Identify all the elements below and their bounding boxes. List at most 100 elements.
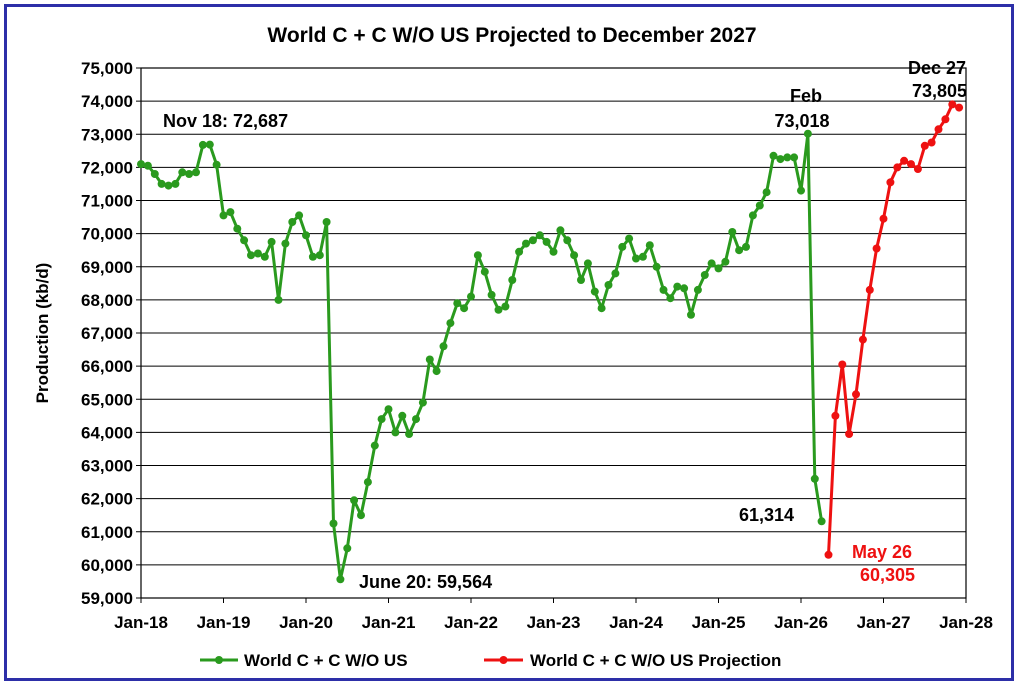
series-1-point xyxy=(535,231,544,240)
series-1-point xyxy=(253,249,262,258)
series-2-point xyxy=(824,550,833,559)
series-2-point xyxy=(845,430,854,438)
series-1-point xyxy=(542,237,551,246)
series-layer xyxy=(137,100,964,584)
series-1-point xyxy=(343,544,352,553)
x-tick-label: Jan-18 xyxy=(114,613,168,632)
series-1-point xyxy=(707,259,716,268)
y-tick-label: 61,000 xyxy=(81,523,133,542)
series-1-point xyxy=(384,405,393,414)
y-tick-label: 68,000 xyxy=(81,291,133,310)
series-1-point xyxy=(453,299,462,308)
series-1-point xyxy=(157,179,166,188)
series-1-point xyxy=(625,234,634,243)
chart-frame xyxy=(4,4,1014,681)
series-1-point xyxy=(508,276,517,284)
series-1-point xyxy=(687,310,695,319)
legend-label: World C + C W/O US xyxy=(244,651,408,670)
x-tick-label: Jan-27 xyxy=(857,613,911,632)
series-1-point xyxy=(590,287,599,296)
series-2-point xyxy=(941,115,950,124)
series-1-point xyxy=(666,294,675,303)
series-1-point xyxy=(797,186,805,195)
series-1-point xyxy=(425,355,434,364)
series-1-point xyxy=(659,285,668,294)
series-2-point xyxy=(872,244,881,253)
x-tick-label: Jan-28 xyxy=(939,613,993,632)
series-1-point xyxy=(233,224,242,233)
series-1-point xyxy=(762,188,771,197)
y-axis-label: Production (kb/d) xyxy=(33,263,52,404)
legend-label: World C + C W/O US Projection xyxy=(530,651,781,670)
annotation-label: 61,314 xyxy=(739,505,794,525)
x-tick-label: Jan-25 xyxy=(692,613,746,632)
series-2-point xyxy=(927,138,936,147)
y-axis-ticks: 59,000 60,000 61,000 62,000 63,000 64,000 65,0… xyxy=(81,59,141,608)
series-2-point xyxy=(934,125,943,134)
series-1-point xyxy=(597,304,606,313)
y-tick-label: 69,000 xyxy=(81,258,133,277)
plot-border xyxy=(140,67,967,599)
series-2-point xyxy=(831,411,840,420)
annotation-label: 60,305 xyxy=(860,565,915,585)
y-tick-label: 60,000 xyxy=(81,556,133,575)
series-1-point xyxy=(735,246,744,255)
series-2-point xyxy=(838,360,847,369)
series-1-point xyxy=(632,254,640,263)
x-tick-label: Jan-24 xyxy=(609,613,663,632)
y-tick-label: 67,000 xyxy=(81,324,133,343)
series-1-point xyxy=(501,302,510,311)
series-1-point xyxy=(790,153,799,162)
series-1-point xyxy=(611,269,620,278)
series-1-point xyxy=(212,160,221,169)
annotations: Nov 18: 72,687 June 20: 59,564 Feb 73,018 61… xyxy=(163,58,967,592)
series-2-point xyxy=(913,165,922,173)
chart-title: World C + C W/O US Projected to December… xyxy=(267,24,756,47)
series-1-point xyxy=(178,168,187,177)
series-2-point xyxy=(948,100,957,109)
series-1-point xyxy=(522,239,530,248)
x-axis-ticks: Jan-18 Jan-19 Jan-20 Jan-21 Jan-22 Jan-23 Jan-… xyxy=(114,598,993,632)
y-tick-label: 59,000 xyxy=(81,589,133,608)
y-tick-label: 70,000 xyxy=(81,225,133,244)
y-tick-label: 65,000 xyxy=(81,390,133,409)
series-1-point xyxy=(288,218,297,226)
series-1-point xyxy=(219,211,228,220)
series-1-point xyxy=(549,247,558,256)
series-1-point xyxy=(480,267,489,276)
legend-swatch-marker xyxy=(499,656,508,664)
series-1-point xyxy=(439,342,448,351)
series-1-point xyxy=(357,511,365,520)
y-tick-label: 71,000 xyxy=(81,192,133,211)
x-tick-label: Jan-22 xyxy=(444,613,498,632)
y-tick-label: 75,000 xyxy=(81,59,133,78)
series-1-point xyxy=(783,153,792,162)
series-1-point xyxy=(467,292,475,301)
series-1-point xyxy=(515,247,524,256)
x-tick-label: Jan-23 xyxy=(527,613,581,632)
series-1-point xyxy=(350,496,359,505)
series-2-point xyxy=(907,160,915,169)
series-2-point xyxy=(893,163,902,172)
series-1-point xyxy=(776,155,785,164)
series-2-point xyxy=(879,214,888,223)
series-1-point xyxy=(329,519,338,528)
series-1-point xyxy=(418,398,427,407)
series-1-point xyxy=(604,281,613,289)
series-2-point xyxy=(865,285,874,294)
x-tick-label: Jan-19 xyxy=(197,613,251,632)
series-1-point xyxy=(295,211,304,220)
annotation-label: Feb xyxy=(790,86,822,106)
series-1-point xyxy=(577,276,585,284)
series-1-point xyxy=(556,226,565,235)
series-2-point xyxy=(852,390,860,399)
series-1-point xyxy=(143,161,152,170)
series-1-point xyxy=(240,236,249,245)
series-1-point xyxy=(432,367,441,376)
series-1-point xyxy=(322,218,331,226)
series-1-point xyxy=(150,170,159,178)
y-tick-label: 66,000 xyxy=(81,357,133,376)
series-1-point xyxy=(460,304,469,313)
y-tick-label: 62,000 xyxy=(81,490,133,509)
